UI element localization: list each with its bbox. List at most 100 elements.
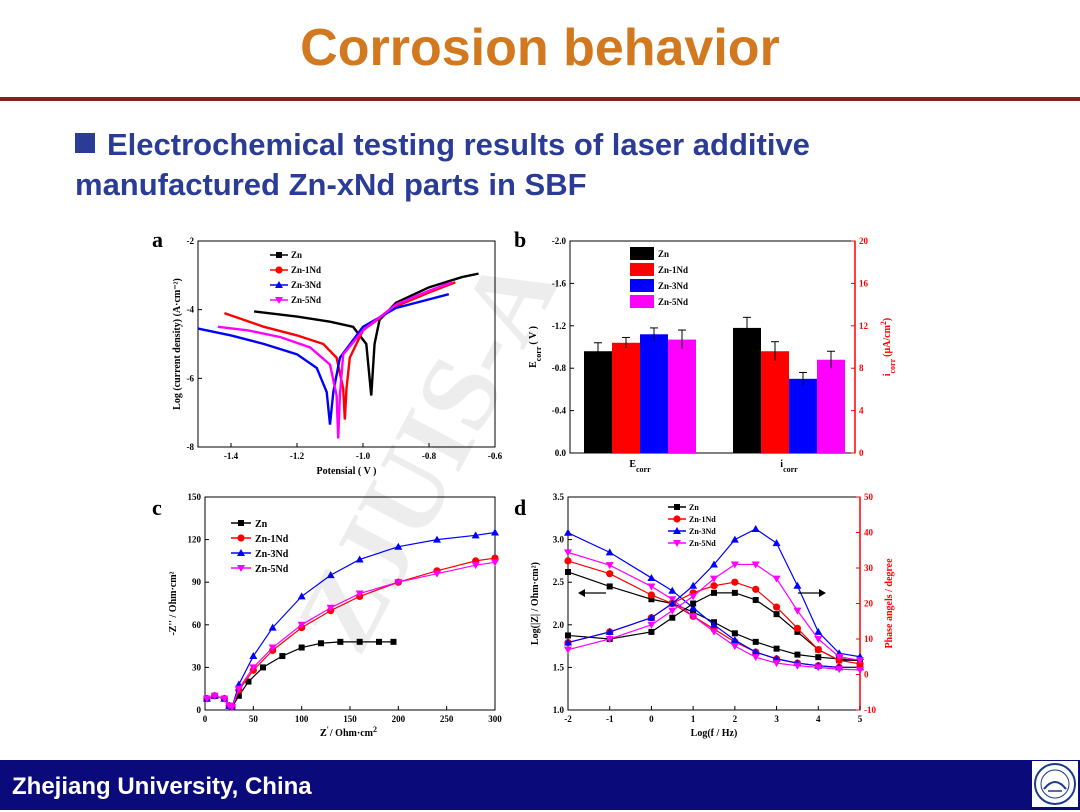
chart-d-phase-point [669, 614, 676, 621]
chart-d-x-tick-label: 1 [691, 714, 696, 724]
chart-b-right-tick-label: 12 [859, 321, 869, 331]
chart-c-point [394, 542, 403, 550]
chart-c-point [297, 621, 306, 629]
chart-d-phase-point [772, 539, 781, 547]
chart-d-right-tick-label: -10 [864, 705, 876, 715]
chart-d-phase-point [752, 585, 760, 593]
chart-b-right-tick-label: 20 [859, 236, 869, 246]
chart-c-point [355, 555, 364, 563]
chart-c-y-tick-label: 90 [192, 577, 202, 587]
chart-d-phase-point [689, 581, 698, 589]
chart-d-x-tick-label: 2 [733, 714, 738, 724]
chart-d-impedance-point [647, 591, 656, 599]
chart-d-impedance-point [605, 562, 614, 570]
figure-panel-grid: -1.4 -1.2 -1.0 -0.8 -0.6 -2 -4 -6 -8 Potensial ( … [150, 225, 910, 760]
chart-d-impedance-point [689, 613, 698, 621]
chart-a-y-axis-label: Log (current density) (A·cm⁻²) [172, 278, 183, 410]
chart-d-impedance-point [668, 586, 677, 594]
chart-d-phase-point [814, 636, 823, 643]
chart-b-bar-ecorr [584, 351, 612, 453]
chart-a-series-line [224, 281, 456, 420]
chart-d-y2-axis-label: Phase angels / degree [884, 558, 895, 649]
chart-d-phase-point [731, 589, 738, 596]
chart-b-legend-label: Zn-5Nd [658, 297, 688, 307]
square-bullet-icon [75, 133, 95, 153]
chart-b-right-tick-label: 0 [859, 448, 864, 458]
chart-d-phase-point [647, 613, 656, 621]
chart-d-impedance-point [751, 648, 760, 656]
chart-d-phase-point [793, 581, 802, 589]
chart-d-phase-point [751, 561, 760, 569]
chart-d-y-tick-label: 1.0 [553, 705, 565, 715]
chart-c-series-line [206, 557, 496, 708]
chart-d-y-tick-label: 2.0 [553, 620, 565, 630]
chart-d-phase-point [814, 646, 822, 654]
chart-d-right-tick-label: 30 [864, 563, 874, 573]
chart-b-left-tick-label: -1.2 [552, 321, 567, 331]
chart-d-impedance-point [730, 643, 739, 651]
chart-d-x-axis-label: Log(f / Hz) [691, 728, 738, 739]
chart-d-impedance-point [648, 596, 655, 603]
chart-d-x-tick-label: 0 [649, 714, 654, 724]
chart-b-left-tick-label: -1.6 [552, 278, 567, 288]
chart-c-legend-marker [238, 520, 244, 526]
chart-d-impedance-point [710, 628, 718, 636]
chart-c-legend-marker [237, 565, 245, 572]
chart-c-legend-label: Zn-1Nd [255, 534, 289, 545]
chart-c-point [202, 695, 211, 703]
chart-a-x-tick-label: -1.0 [356, 451, 371, 461]
chart-c-x-axis-label-full: Z'/ Ohm·cm2 [320, 725, 377, 740]
chart-d-impedance-point [772, 654, 781, 662]
chart-d-impedance-point [794, 651, 801, 658]
chart-d-x-tick-label: -1 [606, 714, 614, 724]
chart-d-phase-point [565, 632, 571, 639]
chart-d-phase-point [730, 535, 739, 543]
chart-a-legend-label: Zn-1Nd [291, 265, 321, 275]
chart-d-phase-point [647, 621, 656, 629]
chart-c-point [268, 644, 277, 652]
chart-b-left-tick-label: -0.8 [552, 363, 567, 373]
chart-d-impedance-point [605, 548, 614, 556]
chart-d-impedance-point [564, 557, 572, 565]
chart-a-y-tick-label: -4 [187, 305, 195, 315]
chart-d-legend-label: Zn-3Nd [689, 527, 716, 536]
chart-d-y-tick-label: 3.5 [553, 492, 565, 502]
chart-c-point [471, 562, 480, 570]
chart-c-point [356, 638, 363, 645]
chart-a-legend-label: Zn [291, 250, 302, 260]
chart-c-point [228, 704, 237, 712]
chart-d-impedance-point [690, 609, 697, 616]
chart-d-impedance-point [773, 645, 780, 652]
chart-b-bar-ecorr [668, 339, 696, 453]
chart-b-bar-icorr [733, 327, 761, 453]
chart-b-legend-swatch [630, 247, 654, 260]
chart-a-legend-label: Zn-5Nd [291, 295, 321, 305]
subtitle-line-2: manufactured Zn-xNd parts in SBF [75, 167, 587, 202]
chart-b-right-tick-label: 8 [859, 363, 864, 373]
chart-d-legend-label: Zn-1Nd [689, 515, 716, 524]
chart-b-legend-swatch [630, 295, 654, 308]
chart-d-impedance-point [815, 654, 822, 661]
panel-letter-a: a [152, 227, 163, 252]
chart-d-phase-point [710, 560, 718, 568]
chart-d-phase-point [605, 636, 614, 643]
chart-c-point [249, 652, 258, 660]
chart-d-phase-point [711, 589, 717, 596]
chart-d-legend-marker [673, 540, 681, 547]
slide-title: Corrosion behavior [300, 19, 780, 77]
chart-b-left-axis-label: Ecorr( V ) [528, 326, 543, 368]
chart-c-x-tick-label: 250 [440, 714, 454, 724]
title-divider [0, 97, 1080, 101]
chart-c-point [471, 531, 480, 539]
chart-d-impedance-point [793, 662, 802, 670]
chart-a-x-tick-label: -0.8 [422, 451, 437, 461]
chart-c-point [268, 623, 277, 631]
chart-c-point [433, 535, 441, 543]
chart-b-right-tick-label: 16 [859, 278, 869, 288]
chart-c-y-tick-label: 150 [188, 492, 202, 502]
chart-a-legend-marker [276, 252, 282, 258]
chart-b-category-label: Ecorr [629, 459, 651, 474]
chart-d-impedance-point [752, 638, 759, 645]
chart-b-legend-label: Zn-3Nd [658, 281, 688, 291]
chart-b-right-axis-label: icorr(μA/cm2) [879, 318, 897, 377]
